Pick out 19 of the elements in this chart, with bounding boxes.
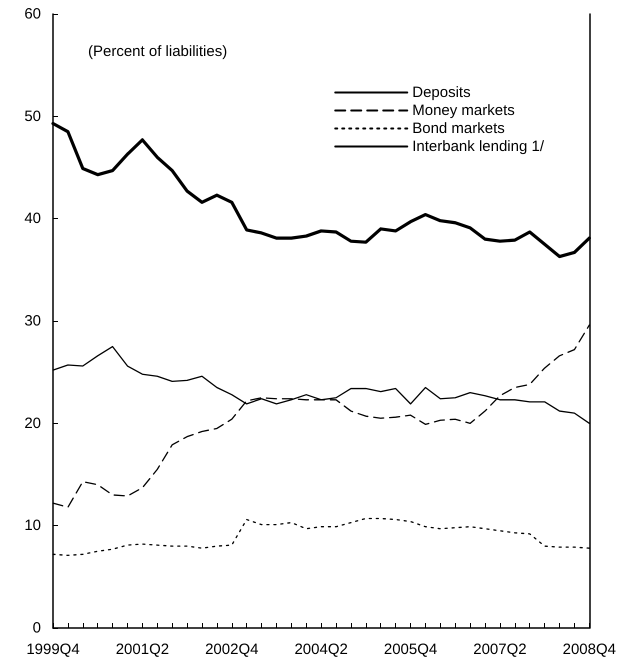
legend-label: Deposits xyxy=(412,84,471,101)
x-tick-label: 2004Q2 xyxy=(294,641,348,658)
x-tick-label: 2005Q4 xyxy=(384,641,438,658)
x-tick-label: 1999Q4 xyxy=(26,641,80,658)
x-tick-label: 2007Q2 xyxy=(473,641,527,658)
y-tick-label: 60 xyxy=(24,6,41,22)
y-tick-label: 40 xyxy=(24,210,41,228)
legend-label: Money markets xyxy=(412,102,515,119)
legend-label: Interbank lending 1/ xyxy=(412,138,545,155)
x-tick-label: 2008Q4 xyxy=(562,641,616,658)
y-tick-label: 20 xyxy=(24,414,41,432)
y-tick-label: 0 xyxy=(32,620,41,636)
x-tick-label: 2001Q2 xyxy=(116,641,170,658)
legend-label: Bond markets xyxy=(412,120,505,137)
y-tick-label: 30 xyxy=(24,312,41,330)
y-tick-label: 50 xyxy=(24,108,41,125)
y-tick-label: 10 xyxy=(24,517,41,534)
annotation: (Percent of liabilities) xyxy=(88,43,228,60)
x-tick-label: 2002Q4 xyxy=(205,641,258,658)
